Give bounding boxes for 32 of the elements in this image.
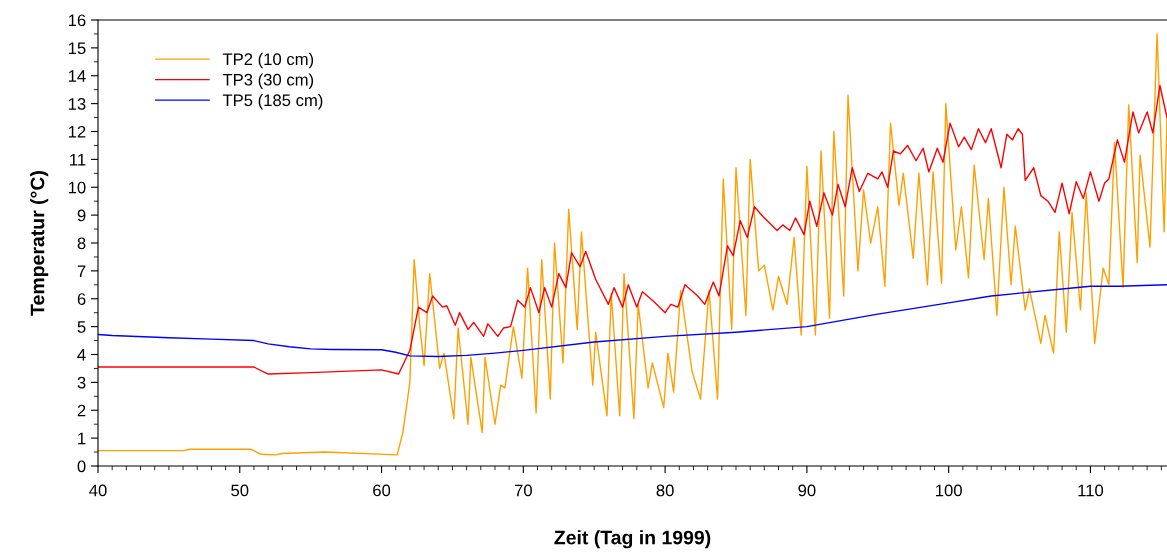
y-tick-label: 8	[77, 237, 86, 250]
legend-label: TP2 (10 cm)	[222, 52, 314, 69]
y-tick-label: 12	[68, 125, 86, 138]
y-tick-label: 10	[68, 181, 86, 194]
x-tick-label: 40	[89, 484, 107, 497]
y-tick-label: 1	[78, 432, 86, 445]
y-tick-label: 0	[77, 460, 86, 473]
x-tick-label: 90	[798, 484, 816, 497]
legend-label: TP3 (30 cm)	[222, 73, 314, 89]
y-tick-label: 2	[77, 404, 86, 417]
line-series	[98, 284, 1167, 358]
line-series	[98, 33, 1167, 456]
y-tick-label: 7	[77, 265, 86, 277]
y-tick-label: 3	[77, 376, 86, 389]
x-tick-label: 110	[1078, 484, 1104, 497]
x-tick-label: 100	[936, 484, 962, 497]
y-tick-label: 16	[68, 14, 86, 27]
y-tick-label: 15	[68, 42, 86, 55]
y-tick-label: 13	[68, 98, 86, 110]
y-tick-label: 6	[77, 293, 86, 305]
x-tick-label: 70	[514, 484, 532, 497]
x-tick-label: 60	[373, 484, 391, 497]
legend-label: TP5 (185 cm)	[222, 93, 323, 110]
x-axis-title: Zeit (Tag in 1999)	[554, 530, 711, 549]
y-tick-label: 11	[70, 153, 86, 166]
y-tick-label: 9	[77, 209, 86, 222]
y-axis-title: Temperatur (°C)	[30, 171, 49, 316]
x-tick-label: 50	[231, 484, 249, 497]
x-tick-label: 80	[656, 484, 674, 497]
y-tick-label: 5	[77, 321, 86, 333]
y-tick-label: 14	[68, 70, 86, 82]
y-tick-label: 4	[77, 349, 86, 361]
